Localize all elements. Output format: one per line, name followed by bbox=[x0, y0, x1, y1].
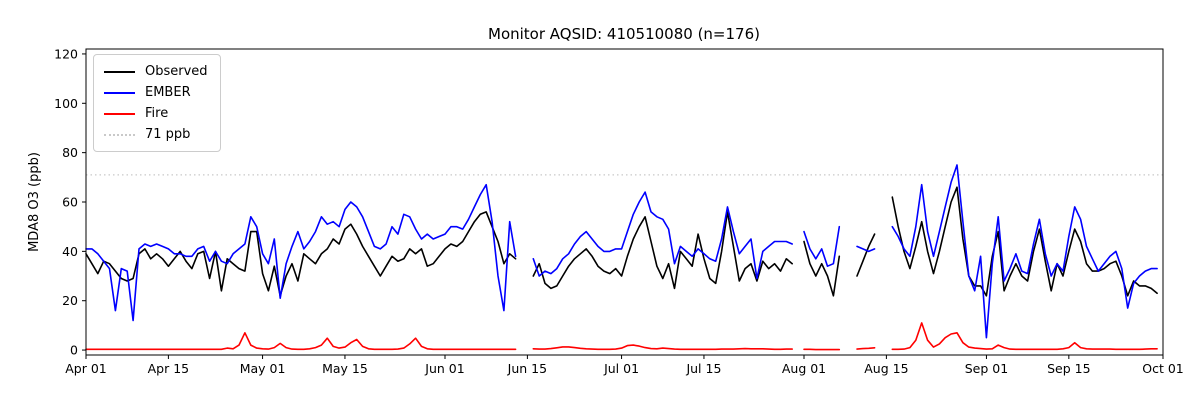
series-line-fire bbox=[86, 333, 516, 350]
observed-line-sample bbox=[104, 71, 135, 73]
x-tick-label: Jul 15 bbox=[685, 361, 721, 376]
x-tick-label: Jun 01 bbox=[424, 361, 464, 376]
legend: Observed EMBER Fire 71 ppb bbox=[93, 54, 221, 152]
x-tick-label: Oct 01 bbox=[1142, 361, 1184, 376]
x-tick-label: Apr 15 bbox=[148, 361, 190, 376]
series-line-ember bbox=[86, 185, 516, 321]
series-line-ember bbox=[892, 165, 1157, 338]
x-tick-label: Sep 01 bbox=[965, 361, 1008, 376]
x-tick-label: Jul 01 bbox=[603, 361, 639, 376]
series-line-fire bbox=[533, 345, 792, 349]
x-tick-label: Aug 15 bbox=[864, 361, 908, 376]
legend-label-ember: EMBER bbox=[145, 85, 191, 100]
y-tick-label: 0 bbox=[70, 343, 78, 358]
legend-item-fire: Fire bbox=[104, 103, 208, 124]
legend-item-ember: EMBER bbox=[104, 82, 208, 103]
y-tick-label: 40 bbox=[62, 244, 78, 259]
y-tick-label: 60 bbox=[62, 195, 78, 210]
legend-label-observed: Observed bbox=[145, 64, 208, 79]
x-tick-label: Aug 01 bbox=[782, 361, 826, 376]
y-tick-label: 100 bbox=[54, 96, 78, 111]
legend-label-threshold: 71 ppb bbox=[145, 127, 190, 142]
fire-line-sample bbox=[104, 113, 135, 115]
plot-frame bbox=[86, 49, 1163, 355]
series-line-observed bbox=[857, 234, 875, 276]
ember-line-sample bbox=[104, 92, 135, 94]
legend-label-fire: Fire bbox=[145, 106, 168, 121]
legend-item-observed: Observed bbox=[104, 61, 208, 82]
series-line-observed bbox=[86, 212, 516, 296]
chart-title: Monitor AQSID: 410510080 (n=176) bbox=[488, 25, 760, 43]
y-tick-label: 20 bbox=[62, 293, 78, 308]
legend-item-threshold: 71 ppb bbox=[104, 124, 208, 145]
plot-area: 0 20 40 60 80 100 120 Apr 01 Apr 15 May 01 May 15 J… bbox=[54, 46, 1184, 376]
x-tick-label: May 01 bbox=[240, 361, 286, 376]
series-line-observed bbox=[892, 187, 1157, 296]
threshold-line-sample bbox=[104, 134, 135, 136]
series-line-fire bbox=[892, 323, 1157, 349]
x-tick-label: Apr 01 bbox=[65, 361, 107, 376]
x-tick-label: May 15 bbox=[322, 361, 368, 376]
series-line-ember bbox=[857, 246, 875, 251]
series-line-ember bbox=[533, 192, 792, 278]
y-tick-label: 80 bbox=[62, 145, 78, 160]
y-axis-label: MDA8 O3 (ppb) bbox=[27, 152, 42, 252]
x-tick-label: Sep 15 bbox=[1047, 361, 1090, 376]
series-line-fire bbox=[857, 348, 875, 349]
x-tick-label: Jun 15 bbox=[507, 361, 547, 376]
y-tick-label: 120 bbox=[54, 46, 78, 61]
